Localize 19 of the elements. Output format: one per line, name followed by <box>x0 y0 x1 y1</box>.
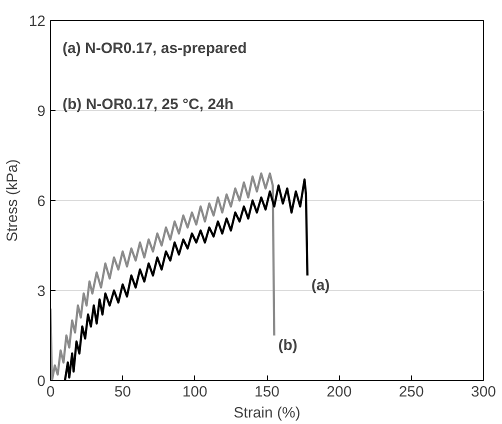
annotation: (a) N-OR0.17, as-prepared <box>62 40 247 57</box>
y-tick-label: 6 <box>37 193 46 210</box>
line-series <box>50 172 276 380</box>
annotation: (b) N-OR0.17, 25 °C, 24h <box>62 96 234 113</box>
x-tick-label: 300 <box>470 384 496 400</box>
series-label: (b) <box>278 337 298 354</box>
x-tick-label: 50 <box>114 384 132 400</box>
y-axis-title: Stress (kPa) <box>4 159 21 242</box>
y-tick-label: 9 <box>37 103 46 120</box>
x-tick-label: 150 <box>254 384 280 400</box>
x-tick-label: 250 <box>398 384 424 400</box>
y-tick-label: 12 <box>28 13 46 30</box>
x-tick-label: 100 <box>182 384 208 400</box>
series-label: (a) <box>311 277 330 294</box>
y-tick-label: 3 <box>37 283 46 300</box>
y-tick-label: 0 <box>37 373 46 390</box>
x-tick-label: 200 <box>326 384 352 400</box>
line-series <box>64 178 309 380</box>
x-axis-title: Strain (%) <box>234 404 300 422</box>
